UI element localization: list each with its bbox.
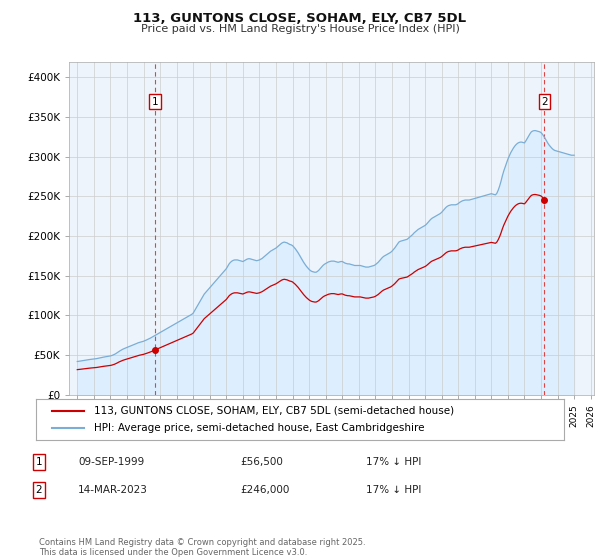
Text: 113, GUNTONS CLOSE, SOHAM, ELY, CB7 5DL (semi-detached house): 113, GUNTONS CLOSE, SOHAM, ELY, CB7 5DL …	[94, 405, 454, 416]
Text: 2: 2	[35, 485, 43, 495]
Text: £56,500: £56,500	[240, 457, 283, 467]
Text: 1: 1	[35, 457, 43, 467]
Text: 14-MAR-2023: 14-MAR-2023	[78, 485, 148, 495]
Text: 17% ↓ HPI: 17% ↓ HPI	[366, 485, 421, 495]
Text: HPI: Average price, semi-detached house, East Cambridgeshire: HPI: Average price, semi-detached house,…	[94, 423, 425, 433]
Text: 113, GUNTONS CLOSE, SOHAM, ELY, CB7 5DL: 113, GUNTONS CLOSE, SOHAM, ELY, CB7 5DL	[133, 12, 467, 25]
Text: £246,000: £246,000	[240, 485, 289, 495]
Text: 09-SEP-1999: 09-SEP-1999	[78, 457, 144, 467]
Text: 1: 1	[152, 96, 158, 106]
Text: Contains HM Land Registry data © Crown copyright and database right 2025.
This d: Contains HM Land Registry data © Crown c…	[39, 538, 365, 557]
Text: Price paid vs. HM Land Registry's House Price Index (HPI): Price paid vs. HM Land Registry's House …	[140, 24, 460, 34]
Text: 2: 2	[541, 96, 548, 106]
Text: 17% ↓ HPI: 17% ↓ HPI	[366, 457, 421, 467]
